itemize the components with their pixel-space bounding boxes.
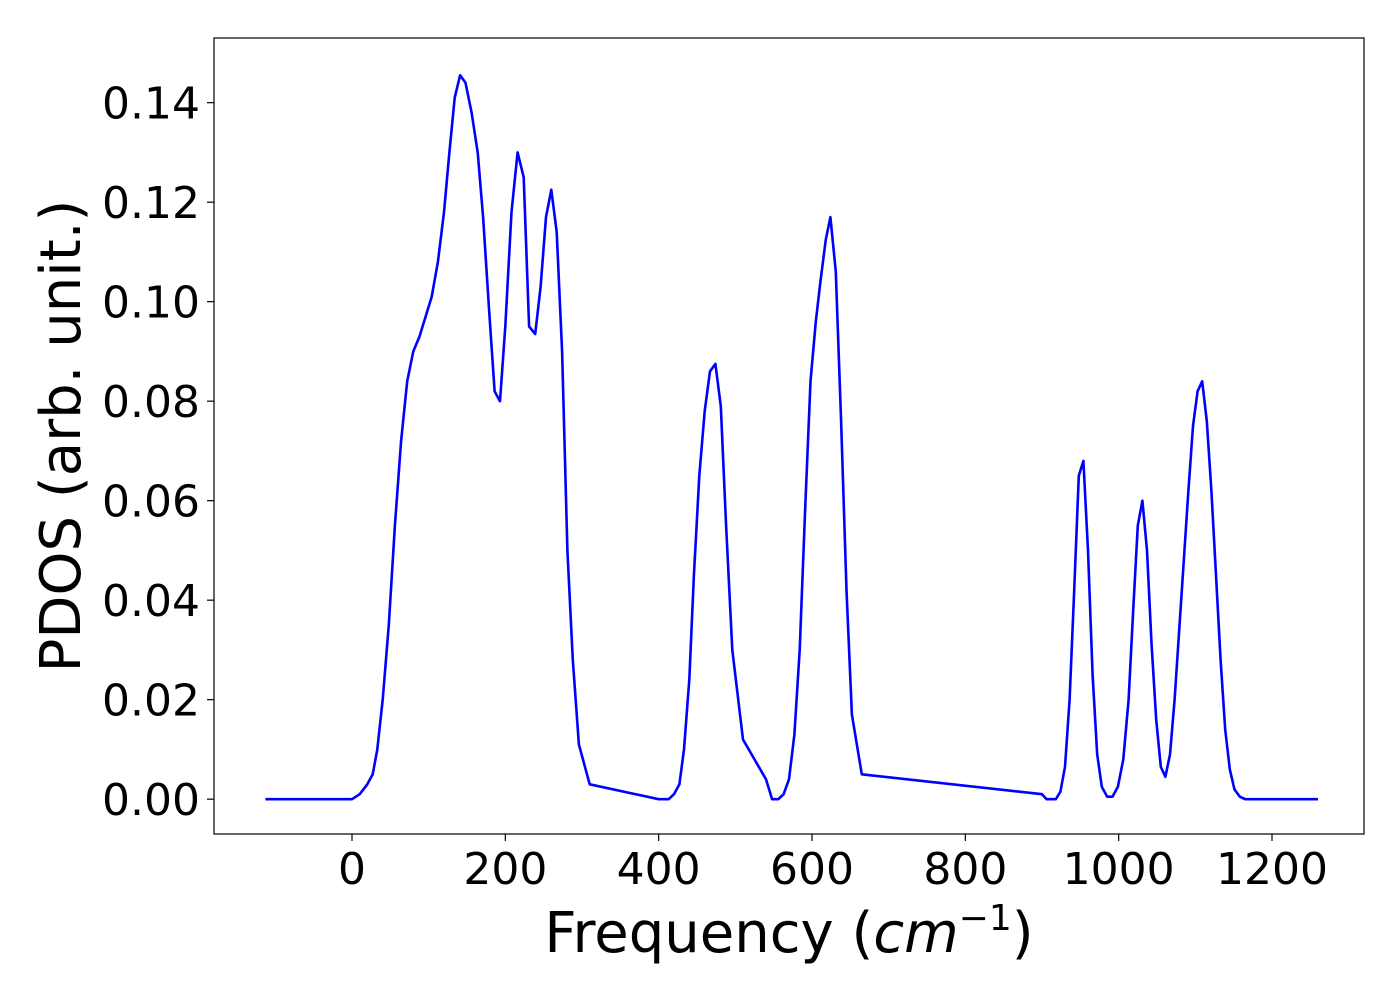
y-tick-label: 0.14 — [102, 79, 200, 130]
y-axis-ticks: 0.00 0.02 0.04 0.06 0.08 0.10 0.12 0.14 — [102, 79, 214, 826]
y-tick-label: 0.06 — [102, 477, 200, 528]
y-axis-label: PDOS (arb. unit.) — [29, 200, 94, 673]
x-axis-ticks: 0 200 400 600 800 1000 1200 — [338, 834, 1328, 895]
y-tick-label: 0.12 — [102, 178, 200, 229]
x-axis-label-prefix: Frequency ( — [544, 901, 873, 966]
x-tick-label: 0 — [338, 844, 366, 895]
x-tick-label: 400 — [617, 844, 701, 895]
x-axis-label-superscript: −1 — [959, 898, 1012, 939]
plot-frame — [213, 37, 1365, 835]
x-axis-label: Frequency (cm−1) — [544, 898, 1033, 966]
y-tick-label: 0.02 — [102, 676, 200, 727]
x-tick-label: 1200 — [1216, 844, 1328, 895]
y-tick-label: 0.08 — [102, 377, 200, 428]
y-tick-label: 0.10 — [102, 278, 200, 329]
x-tick-label: 800 — [923, 844, 1007, 895]
x-tick-label: 1000 — [1063, 844, 1175, 895]
y-tick-label: 0.04 — [102, 576, 200, 627]
pdos-series-line — [265, 74, 1318, 801]
y-tick-label: 0.00 — [102, 775, 200, 826]
x-axis-label-unit: cm — [873, 901, 958, 966]
x-tick-label: 600 — [770, 844, 854, 895]
series-layer — [265, 74, 1318, 801]
x-axis-label-suffix: ) — [1012, 901, 1034, 966]
x-tick-label: 200 — [463, 844, 547, 895]
